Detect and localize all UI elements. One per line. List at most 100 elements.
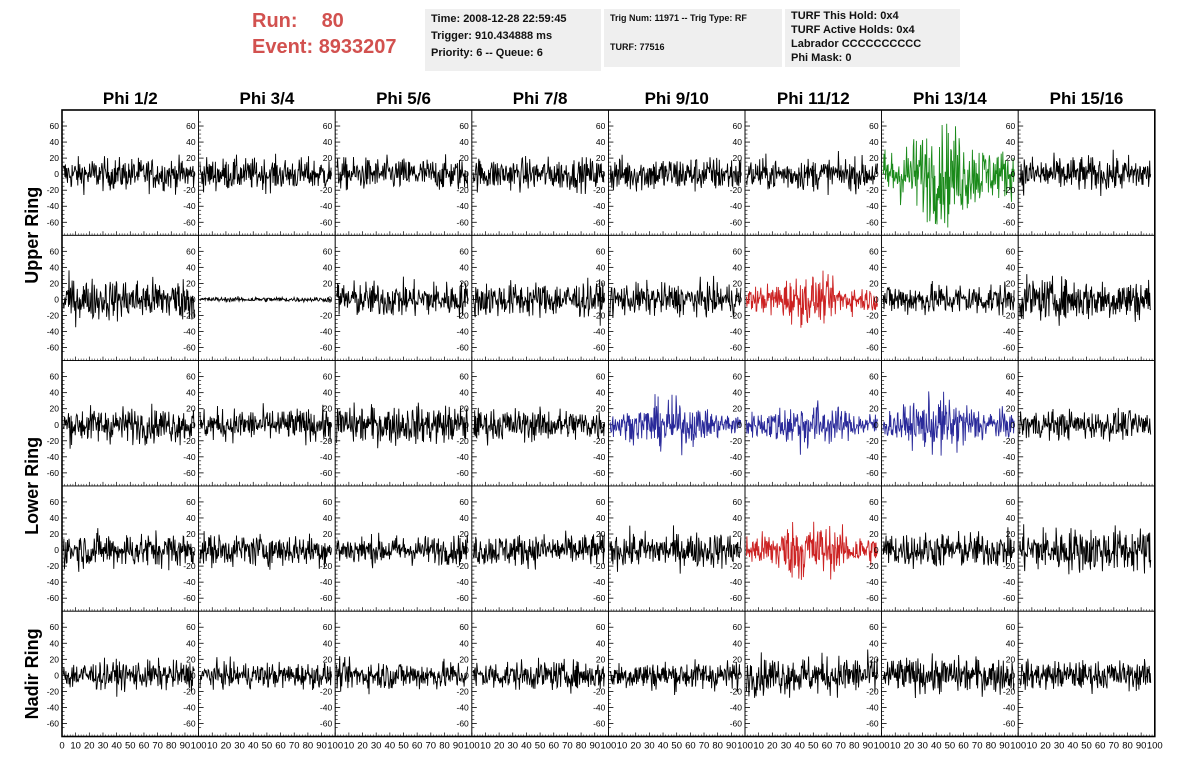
y-tick-label: 60 [186, 622, 196, 632]
x-tick-label: 60 [1095, 741, 1106, 752]
time-text: Time: 2008-12-28 22:59:45 [431, 13, 567, 25]
y-tick-label: -60 [47, 468, 60, 478]
y-tick-label: 40 [733, 638, 743, 648]
y-tick-label: 60 [1006, 121, 1016, 131]
y-tick-label: -40 [1003, 327, 1016, 337]
y-tick-label: 0 [1010, 670, 1015, 680]
waveform-trace [745, 521, 878, 580]
turf-info-box: TURF This Hold: 0x4 TURF Active Holds: 0… [785, 9, 960, 67]
y-tick-label: 20 [50, 654, 60, 664]
y-tick-label: 20 [323, 153, 333, 163]
waveform-trace [609, 659, 742, 696]
x-tick-label: 70 [426, 741, 437, 752]
y-tick-label: -20 [320, 185, 333, 195]
x-tick-label: 100 [327, 741, 343, 752]
y-tick-label: -40 [183, 577, 196, 587]
y-tick-label: -40 [457, 327, 470, 337]
run-event-header: Run: 80 Event: 8933207 [252, 8, 422, 66]
y-tick-label: 0 [327, 545, 332, 555]
y-tick-label: -20 [47, 561, 60, 571]
y-tick-label: 0 [874, 670, 879, 680]
y-tick-label: 0 [737, 294, 742, 304]
y-tick-label: -20 [457, 185, 470, 195]
y-tick-label: 0 [191, 545, 196, 555]
y-tick-label: 60 [186, 246, 196, 256]
waveform-trace [745, 400, 878, 455]
waveform-trace [336, 402, 469, 449]
y-tick-label: 40 [50, 513, 60, 523]
y-tick-label: 0 [464, 670, 469, 680]
y-tick-label: 0 [874, 169, 879, 179]
x-tick-label: 90 [1136, 741, 1147, 752]
y-tick-label: -40 [1003, 452, 1016, 462]
y-tick-label: 0 [1010, 294, 1015, 304]
y-tick-label: -60 [320, 468, 333, 478]
x-tick-label: 50 [1081, 741, 1092, 752]
waveform-trace [745, 150, 878, 196]
run-label: Run: [252, 10, 298, 32]
y-tick-label: 0 [191, 294, 196, 304]
x-tick-label: 70 [699, 741, 710, 752]
column-title: Phi 13/14 [913, 89, 987, 108]
y-tick-label: 0 [54, 420, 59, 430]
column-title: Phi 1/2 [103, 89, 158, 108]
y-tick-label: 40 [323, 262, 333, 272]
y-tick-label: 40 [186, 137, 196, 147]
row-label: Lower Ring [22, 437, 42, 535]
y-tick-label: -40 [593, 452, 606, 462]
y-tick-label: -20 [183, 561, 196, 571]
column-title: Phi 3/4 [239, 89, 294, 108]
y-tick-label: -20 [866, 686, 879, 696]
y-tick-label: 0 [1010, 545, 1015, 555]
y-tick-label: -40 [866, 577, 879, 587]
y-tick-label: 0 [737, 670, 742, 680]
y-tick-label: -60 [730, 593, 743, 603]
waveform-trace [62, 270, 195, 328]
x-tick-label: 100 [737, 741, 753, 752]
y-tick-label: -20 [730, 561, 743, 571]
x-tick-label: 90 [999, 741, 1010, 752]
y-tick-label: 20 [186, 654, 196, 664]
y-tick-label: 40 [186, 513, 196, 523]
y-tick-label: -20 [1003, 686, 1016, 696]
y-tick-label: -40 [593, 201, 606, 211]
y-tick-label: -40 [457, 452, 470, 462]
y-tick-label: 0 [191, 420, 196, 430]
y-tick-label: 40 [869, 513, 879, 523]
y-tick-label: -60 [593, 468, 606, 478]
waveform-trace [336, 154, 469, 191]
y-tick-label: 0 [737, 169, 742, 179]
y-tick-label: -40 [320, 327, 333, 337]
y-tick-label: 60 [50, 246, 60, 256]
x-tick-label: 90 [180, 741, 191, 752]
x-tick-label: 10 [1027, 741, 1038, 752]
y-tick-label: 20 [459, 404, 469, 414]
y-tick-label: 20 [733, 654, 743, 664]
y-tick-label: 20 [733, 404, 743, 414]
x-tick-label: 80 [986, 741, 997, 752]
y-tick-label: 60 [596, 121, 606, 131]
x-tick-label: 50 [125, 741, 136, 752]
x-tick-label: 50 [535, 741, 546, 752]
y-tick-label: -60 [457, 718, 470, 728]
y-tick-label: 20 [186, 153, 196, 163]
column-title: Phi 9/10 [645, 89, 709, 108]
x-tick-label: 60 [548, 741, 559, 752]
y-tick-label: 20 [596, 153, 606, 163]
y-tick-label: 60 [323, 246, 333, 256]
column-title: Phi 5/6 [376, 89, 431, 108]
y-tick-label: -60 [730, 217, 743, 227]
y-tick-label: -40 [183, 201, 196, 211]
y-tick-label: -60 [320, 343, 333, 353]
y-tick-label: -40 [457, 702, 470, 712]
y-tick-label: 40 [459, 638, 469, 648]
time-info-box: Time: 2008-12-28 22:59:45 Trigger: 910.4… [425, 9, 601, 71]
y-tick-label: 0 [737, 420, 742, 430]
y-tick-label: -40 [1003, 201, 1016, 211]
y-tick-label: 40 [869, 262, 879, 272]
y-tick-label: 20 [1006, 153, 1016, 163]
y-tick-label: 60 [1006, 246, 1016, 256]
y-tick-label: 20 [869, 654, 879, 664]
y-tick-label: 60 [869, 622, 879, 632]
waveform-trace [609, 154, 742, 192]
